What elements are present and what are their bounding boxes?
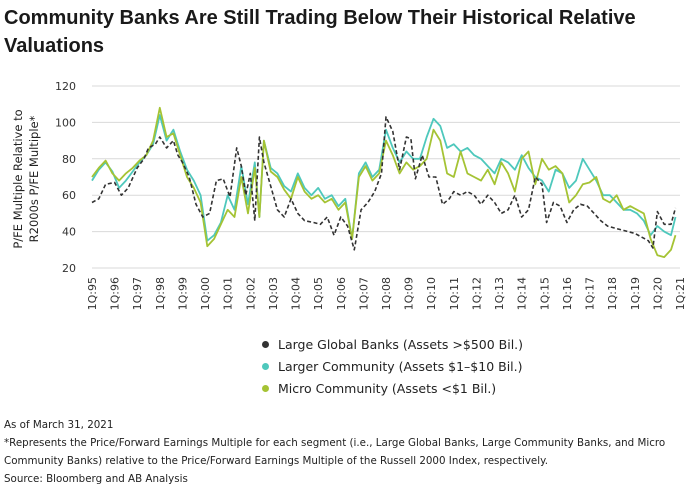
- legend-item-large-global: Large Global Banks (Assets >$500 Bil.): [262, 333, 523, 355]
- x-tick-label: 1Q:16: [561, 277, 574, 310]
- x-tick-label: 1Q:02: [244, 277, 257, 310]
- y-tick-label: 60: [62, 189, 76, 202]
- x-tick-label: 1Q:11: [448, 277, 461, 310]
- legend-label-larger-community: Larger Community (Assets $1–$10 Bil.): [278, 358, 523, 374]
- legend-label-large-global: Large Global Banks (Assets >$500 Bil.): [278, 336, 524, 352]
- x-tick-label: 1Q:10: [425, 277, 438, 310]
- y-tick-label: 120: [55, 80, 76, 93]
- x-tick-label: 1Q:15: [538, 277, 551, 310]
- x-tick-label: 1Q:09: [403, 277, 416, 310]
- footer-notes: As of March 31, 2021 *Represents the Pri…: [4, 416, 686, 488]
- x-tick-label: 1Q:13: [493, 277, 506, 310]
- y-axis-label: P/FE Multiple Relative to: [11, 109, 25, 248]
- x-tick-label: 1Q:06: [335, 277, 348, 310]
- series-line-0: [91, 116, 677, 251]
- x-tick-label: 1Q:20: [651, 277, 664, 310]
- y-gridlines: [92, 85, 680, 269]
- legend-item-larger-community: Larger Community (Assets $1–$10 Bil.): [262, 355, 523, 377]
- x-tick-label: 1Q:18: [606, 277, 619, 310]
- x-tick-label: 1Q:96: [109, 277, 122, 310]
- y-tick-label: 80: [62, 153, 76, 166]
- y-axis-label-line2: R2000s P/FE Multiple*: [27, 115, 41, 242]
- legend-dot-larger-community: [262, 362, 269, 370]
- x-tick-label: 1Q:95: [86, 277, 99, 310]
- y-tick-labels: 20 40 60 80 100 120: [55, 80, 76, 275]
- x-tick-label: 1Q:98: [154, 277, 167, 310]
- x-tick-label: 1Q:05: [312, 277, 325, 310]
- x-tick-label: 1Q:21: [674, 277, 687, 310]
- x-tick-label: 1Q:00: [199, 277, 212, 310]
- y-tick-label: 20: [62, 262, 76, 275]
- y-tick-label: 100: [55, 116, 76, 129]
- x-tick-label: 1Q:07: [357, 277, 370, 310]
- x-tick-label: 1Q:08: [380, 277, 393, 310]
- x-tick-label: 1Q:99: [176, 277, 189, 310]
- x-tick-label: 1Q:04: [290, 277, 303, 310]
- footnote: *Represents the Price/Forward Earnings M…: [4, 437, 666, 467]
- legend-dot-micro-community: [262, 384, 269, 392]
- x-tick-label: 1Q:03: [267, 277, 280, 310]
- series-line-1: [91, 114, 677, 242]
- source-note: Source: Bloomberg and AB Analysis: [4, 473, 188, 485]
- series-lines: [91, 106, 677, 258]
- x-tick-labels: 1Q:95 1Q:96 1Q:97 1Q:98 1Q:99 1Q:00 1Q:01 1Q:02…: [86, 277, 687, 310]
- x-tick-label: 1Q:19: [629, 277, 642, 310]
- x-tick-label: 1Q:12: [470, 277, 483, 310]
- x-tick-label: 1Q:01: [222, 277, 235, 310]
- legend-dot-large-global: [262, 340, 269, 348]
- y-tick-label: 40: [62, 226, 76, 239]
- date-note: As of March 31, 2021: [4, 419, 114, 431]
- legend-item-micro-community: Micro Community (Assets <$1 Bil.): [262, 377, 523, 399]
- series-line-2: [91, 106, 677, 258]
- line-chart: 20 40 60 80 100 120 1Q:95 1Q:96 1Q:97 1Q:98 1Q:99…: [11, 80, 687, 310]
- legend-label-micro-community: Micro Community (Assets <$1 Bil.): [278, 380, 497, 396]
- x-tick-label: 1Q:17: [584, 277, 597, 310]
- x-tick-label: 1Q:14: [516, 277, 529, 310]
- chart-title: Community Banks Are Still Trading Below …: [4, 7, 636, 57]
- legend: Large Global Banks (Assets >$500 Bil.) L…: [262, 333, 523, 399]
- x-tick-label: 1Q:97: [131, 277, 144, 310]
